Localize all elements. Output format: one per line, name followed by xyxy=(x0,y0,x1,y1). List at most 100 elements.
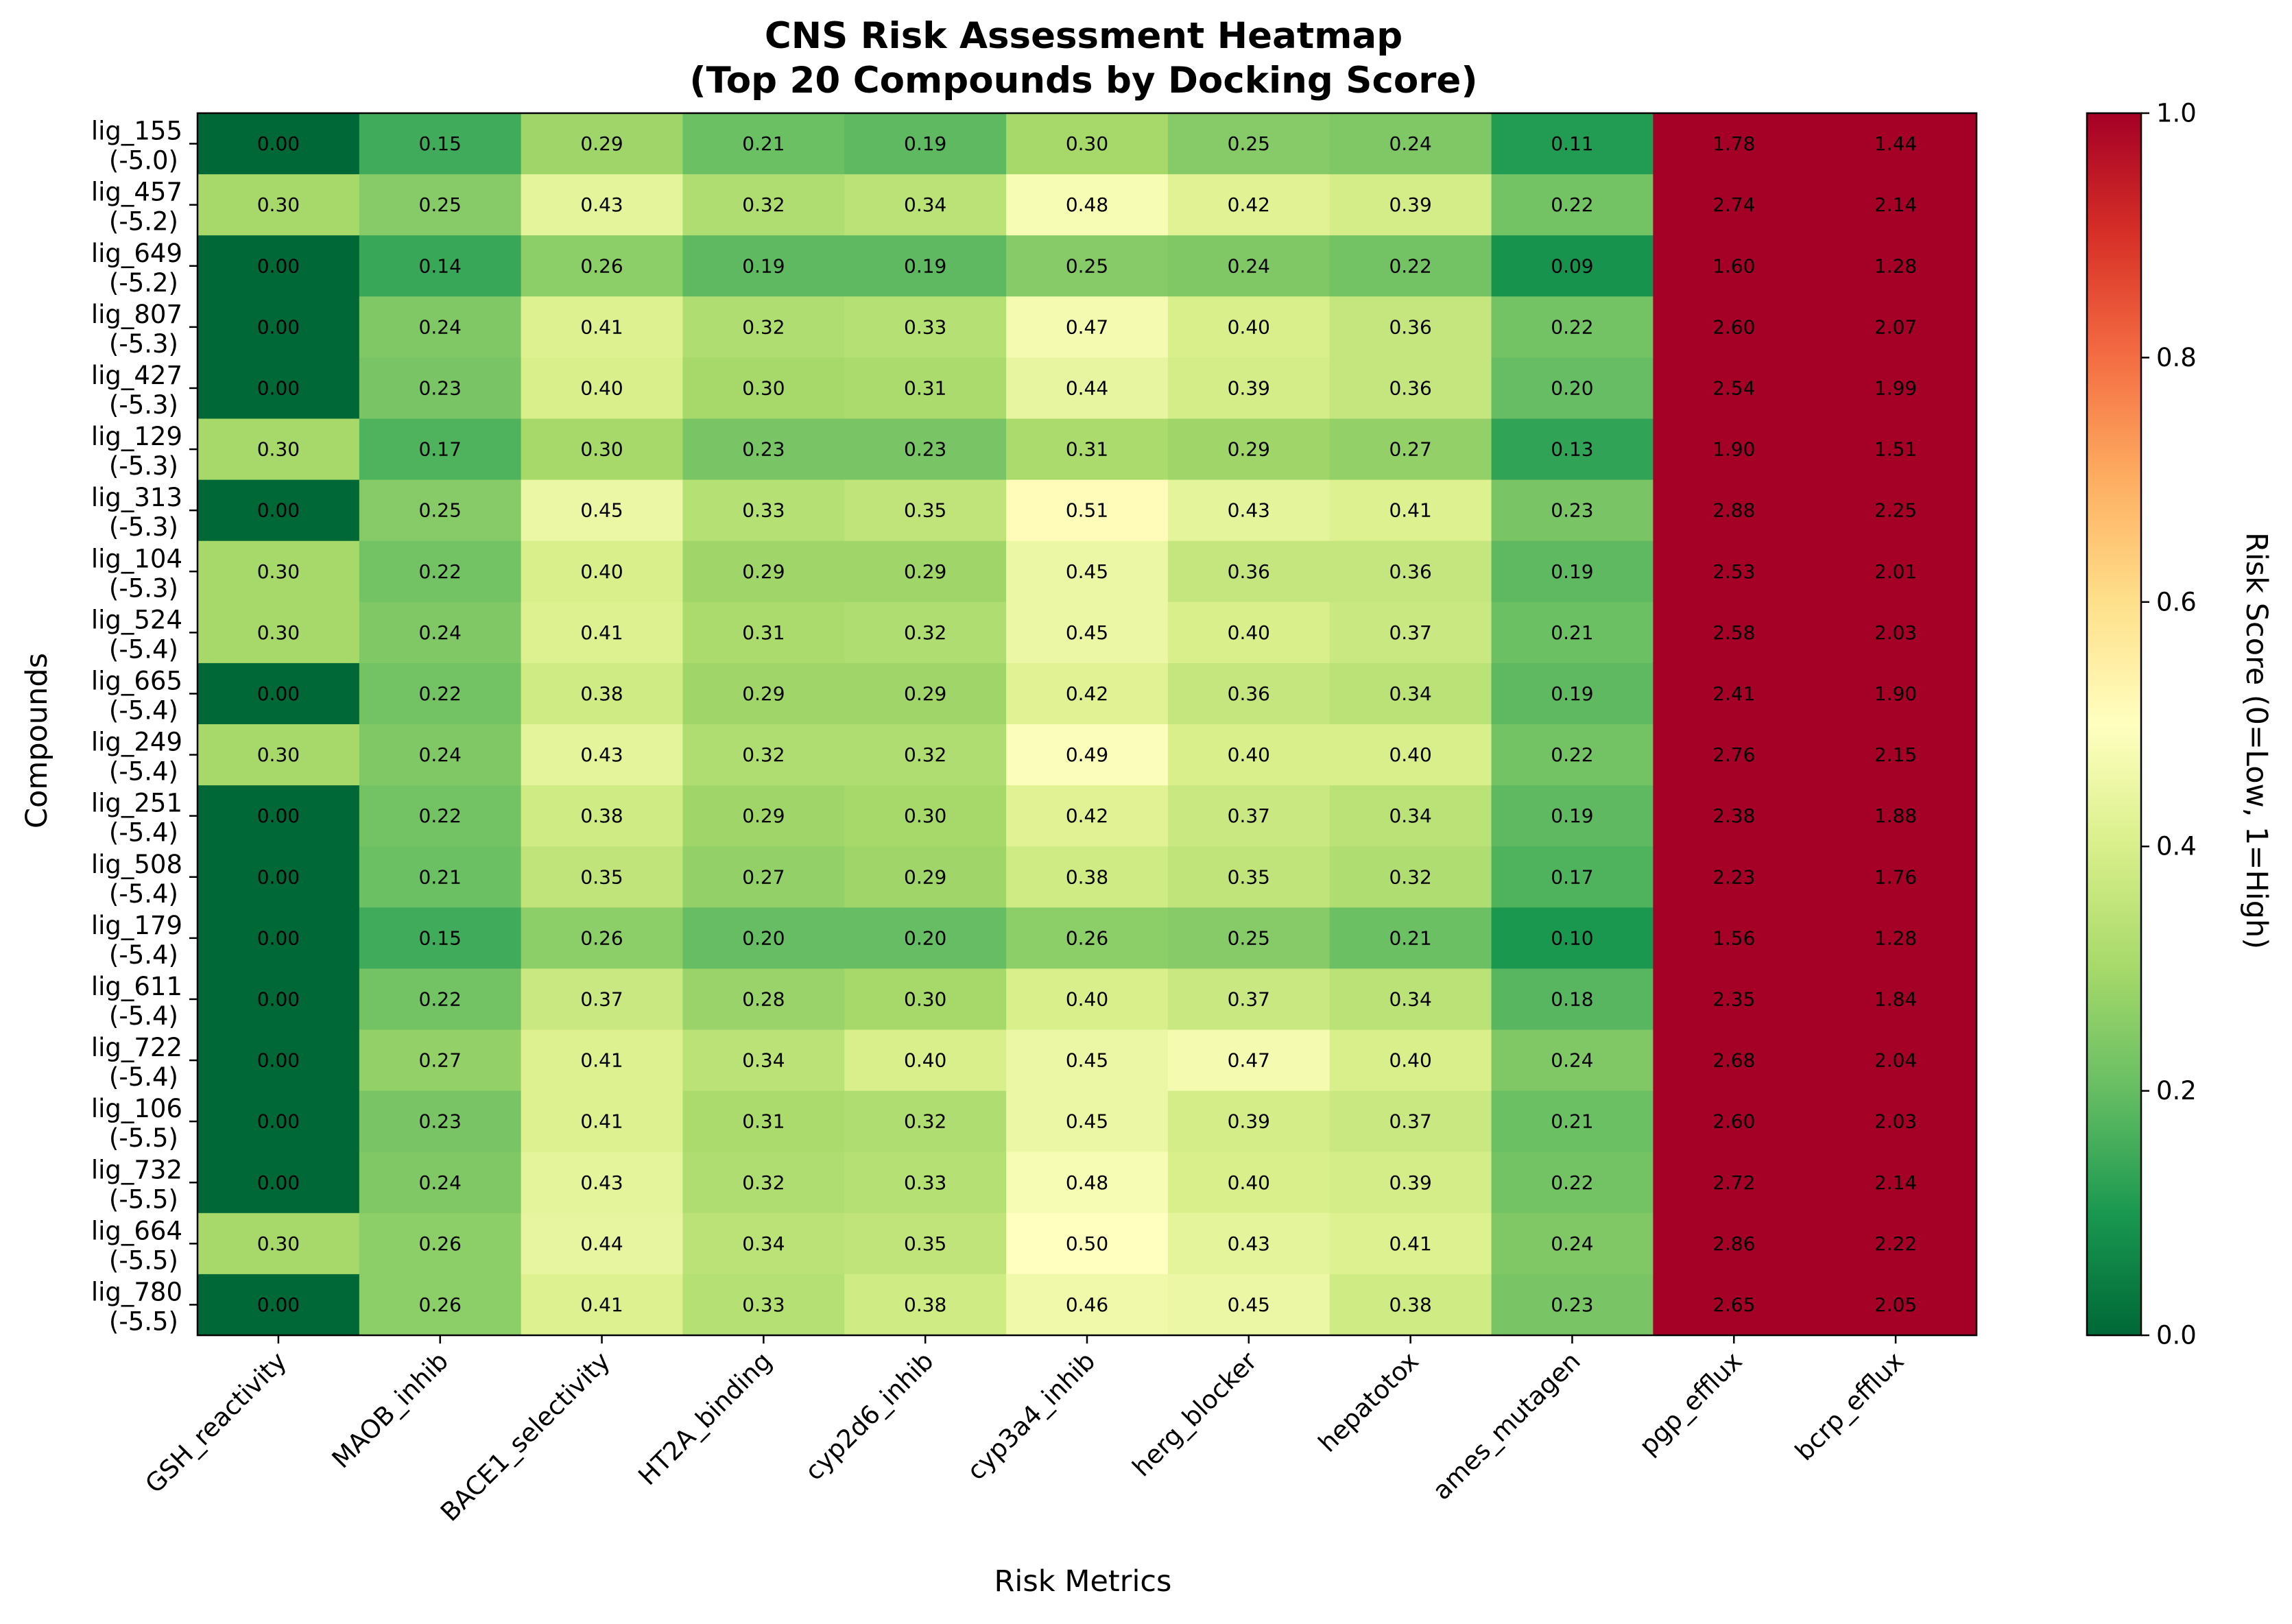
cell-value-label: 0.30 xyxy=(257,1232,300,1255)
heatmap-cell xyxy=(198,1213,360,1275)
heatmap-cell xyxy=(521,174,684,236)
y-tick-docking-score: (-5.3) xyxy=(109,573,178,603)
heatmap-cell xyxy=(521,296,684,358)
heatmap-cell xyxy=(1329,296,1492,358)
cell-value-label: 0.22 xyxy=(1551,315,1593,338)
cell-value-label: 2.60 xyxy=(1712,315,1755,338)
heatmap-cell xyxy=(1329,479,1492,542)
cell-value-label: 2.86 xyxy=(1712,1232,1755,1255)
heatmap-cell xyxy=(198,235,360,297)
heatmap-cell xyxy=(1815,1029,1977,1092)
cell-value-label: 0.00 xyxy=(257,377,300,399)
colorbar-ticks: 0.0 0.2 0.4 0.6 0.8 1.0 xyxy=(2141,99,2197,1350)
cell-value-label: 0.32 xyxy=(742,1171,785,1194)
y-tick-compound-name: lig_665 xyxy=(91,666,182,695)
heatmap-cell xyxy=(682,724,845,786)
cell-value-label: 0.21 xyxy=(742,132,785,155)
y-tick-docking-score: (-5.3) xyxy=(109,512,178,542)
heatmap-cell xyxy=(844,785,1007,847)
y-tick-docking-score: (-5.0) xyxy=(109,146,178,176)
heatmap-cell xyxy=(1006,174,1169,236)
cell-value-label: 0.00 xyxy=(257,499,300,522)
cell-value-label: 0.48 xyxy=(1066,193,1108,216)
cell-value-label: 0.24 xyxy=(419,1171,462,1194)
heatmap-cell xyxy=(359,357,522,420)
heatmap-cell xyxy=(359,846,522,908)
heatmap-cell xyxy=(1167,968,1330,1031)
heatmap-cell xyxy=(1815,357,1977,420)
cell-value-label: 2.72 xyxy=(1712,1171,1755,1194)
heatmap-cell xyxy=(198,1090,360,1153)
x-tick-metric-label: cyp2d6_inhib xyxy=(799,1346,939,1486)
heatmap-cell xyxy=(1491,174,1654,236)
cell-value-label: 0.00 xyxy=(257,1110,300,1133)
y-tick-docking-score: (-5.5) xyxy=(109,1123,178,1153)
heatmap-cell xyxy=(359,662,522,725)
cell-value-label: 2.58 xyxy=(1712,621,1755,644)
cell-value-label: 0.21 xyxy=(419,865,462,888)
cell-value-label: 0.30 xyxy=(257,193,300,216)
heatmap-cell xyxy=(1329,601,1492,664)
cell-value-label: 0.24 xyxy=(419,743,462,766)
heatmap-cell xyxy=(1006,113,1169,175)
cell-value-label: 0.34 xyxy=(742,1232,785,1255)
cell-value-label: 0.41 xyxy=(580,1049,623,1072)
heatmap-cell xyxy=(682,907,845,969)
cell-value-label: 0.24 xyxy=(1228,254,1270,277)
cell-value-label: 0.22 xyxy=(419,682,462,705)
heatmap-cell xyxy=(1329,540,1492,603)
heatmap-cell xyxy=(1006,601,1169,664)
heatmap-cell xyxy=(1653,418,1815,481)
heatmap-cell xyxy=(359,724,522,786)
chart-title-line1: CNS Risk Assessment Heatmap xyxy=(765,15,1402,57)
cell-value-label: 2.65 xyxy=(1712,1293,1755,1316)
heatmap-cell xyxy=(1491,601,1654,664)
heatmap-cell xyxy=(1815,1151,1977,1214)
heatmap-cell xyxy=(198,724,360,786)
heatmap-cell xyxy=(1167,296,1330,358)
cell-value-label: 1.78 xyxy=(1712,132,1755,155)
heatmap-cell xyxy=(1167,1213,1330,1275)
heatmap-cell xyxy=(844,357,1007,420)
heatmap-cell xyxy=(198,601,360,664)
y-tick-docking-score: (-5.4) xyxy=(109,1062,178,1092)
heatmap-cell xyxy=(521,235,684,297)
heatmap-cell xyxy=(1815,296,1977,358)
heatmap-cell xyxy=(1167,174,1330,236)
x-tick-metric-label: pgp_efflux xyxy=(1634,1346,1748,1461)
cell-value-label: 0.45 xyxy=(580,499,623,522)
cell-value-label: 0.30 xyxy=(580,438,623,461)
heatmap-cell xyxy=(1653,662,1815,725)
cell-value-label: 0.41 xyxy=(580,1110,623,1133)
cell-value-label: 0.45 xyxy=(1066,1110,1108,1133)
heatmap-cell xyxy=(1329,357,1492,420)
heatmap-cell xyxy=(1491,724,1654,786)
heatmap-cell xyxy=(359,1029,522,1092)
heatmap-cell xyxy=(359,540,522,603)
heatmap-cell xyxy=(521,540,684,603)
cell-value-label: 0.32 xyxy=(742,743,785,766)
cell-value-label: 0.19 xyxy=(742,254,785,277)
cell-value-label: 0.26 xyxy=(419,1293,462,1316)
heatmap-cell xyxy=(1006,296,1169,358)
cell-value-label: 0.40 xyxy=(580,560,623,583)
heatmap-cell xyxy=(844,113,1007,175)
x-axis-ticks: GSH_reactivity MAOB_inhibBACE1_selectivit… xyxy=(140,1335,1909,1527)
y-tick-compound-name: lig_807 xyxy=(91,300,182,329)
cell-value-label: 1.76 xyxy=(1874,865,1917,888)
x-tick-metric-label: hepatotox xyxy=(1313,1346,1424,1458)
cell-value-label: 0.00 xyxy=(257,1171,300,1194)
heatmap-cell xyxy=(1167,357,1330,420)
cell-value-label: 0.24 xyxy=(419,315,462,338)
heatmap-cell xyxy=(521,968,684,1031)
cell-value-label: 0.25 xyxy=(419,193,462,216)
cell-value-label: 2.14 xyxy=(1874,193,1917,216)
heatmap-cell xyxy=(1815,113,1977,175)
heatmap-cell xyxy=(844,846,1007,908)
cell-value-label: 1.88 xyxy=(1874,804,1917,827)
x-tick-metric-label: GSH_reactivity xyxy=(140,1346,293,1499)
heatmap-cell xyxy=(844,724,1007,786)
cell-value-label: 0.19 xyxy=(1551,804,1593,827)
cell-value-label: 0.18 xyxy=(1551,988,1593,1010)
heatmap-cell xyxy=(1653,1090,1815,1153)
